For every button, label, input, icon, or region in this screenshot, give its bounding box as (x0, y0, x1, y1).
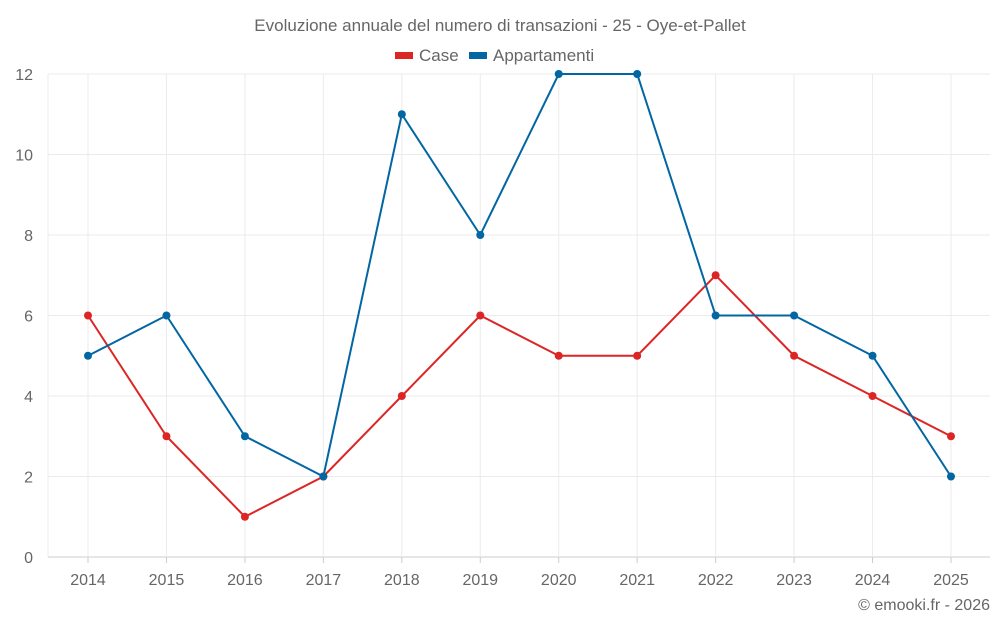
x-tick-label: 2018 (384, 572, 420, 589)
data-point (633, 70, 642, 78)
data-point (633, 351, 642, 360)
data-point (397, 110, 406, 119)
chart-title: Evoluzione annuale del numero di transaz… (254, 16, 746, 35)
legend-swatch (395, 52, 413, 59)
data-point (554, 351, 563, 360)
data-point (711, 311, 720, 320)
y-tick-label: 6 (24, 309, 33, 326)
x-tick-label: 2021 (619, 572, 655, 589)
x-tick-label: 2020 (541, 572, 577, 589)
data-point (84, 311, 92, 320)
data-point (84, 351, 92, 360)
y-tick-label: 8 (24, 228, 33, 245)
y-tick-label: 2 (24, 470, 33, 487)
y-tick-label: 0 (24, 550, 33, 567)
data-point (868, 392, 877, 400)
data-point (476, 231, 485, 239)
legend-label[interactable]: Appartamenti (493, 46, 594, 65)
series (84, 70, 955, 521)
axes: 0 2 4 6 8 10 12 2014 2015 2016 2017 2018 2019 2020 202… (15, 67, 969, 589)
x-tick-label: 2023 (776, 572, 812, 589)
x-tick-label: 2016 (227, 572, 263, 589)
data-point (397, 392, 406, 400)
x-tick-label: 2025 (933, 572, 969, 589)
data-point (162, 432, 171, 441)
y-tick-label: 4 (24, 389, 33, 406)
x-tick-label: 2015 (149, 572, 185, 589)
legend: Case Appartamenti (395, 46, 594, 65)
series-line-case (87, 273, 952, 518)
x-tick-label: 2024 (855, 572, 891, 589)
x-tick-label: 2014 (70, 572, 106, 589)
data-point (476, 311, 485, 320)
data-point (790, 351, 799, 360)
data-point (790, 311, 799, 320)
data-point (240, 432, 249, 441)
data-point (868, 351, 877, 360)
y-tick-label: 12 (15, 67, 33, 84)
credit: © emooki.fr - 2026 (858, 597, 990, 614)
legend-swatch (469, 52, 487, 59)
grid (48, 73, 990, 558)
data-point (947, 472, 955, 481)
data-point (319, 472, 328, 481)
series-line-appartamenti (87, 73, 952, 478)
data-point (162, 311, 171, 320)
data-point (711, 271, 720, 280)
data-point (240, 512, 249, 521)
y-tick-label: 10 (15, 148, 33, 165)
x-tick-label: 2017 (306, 572, 342, 589)
data-point (947, 432, 955, 441)
x-tick-label: 2022 (698, 572, 734, 589)
data-point (554, 70, 563, 78)
legend-label[interactable]: Case (419, 46, 459, 65)
x-tick-label: 2019 (462, 572, 498, 589)
